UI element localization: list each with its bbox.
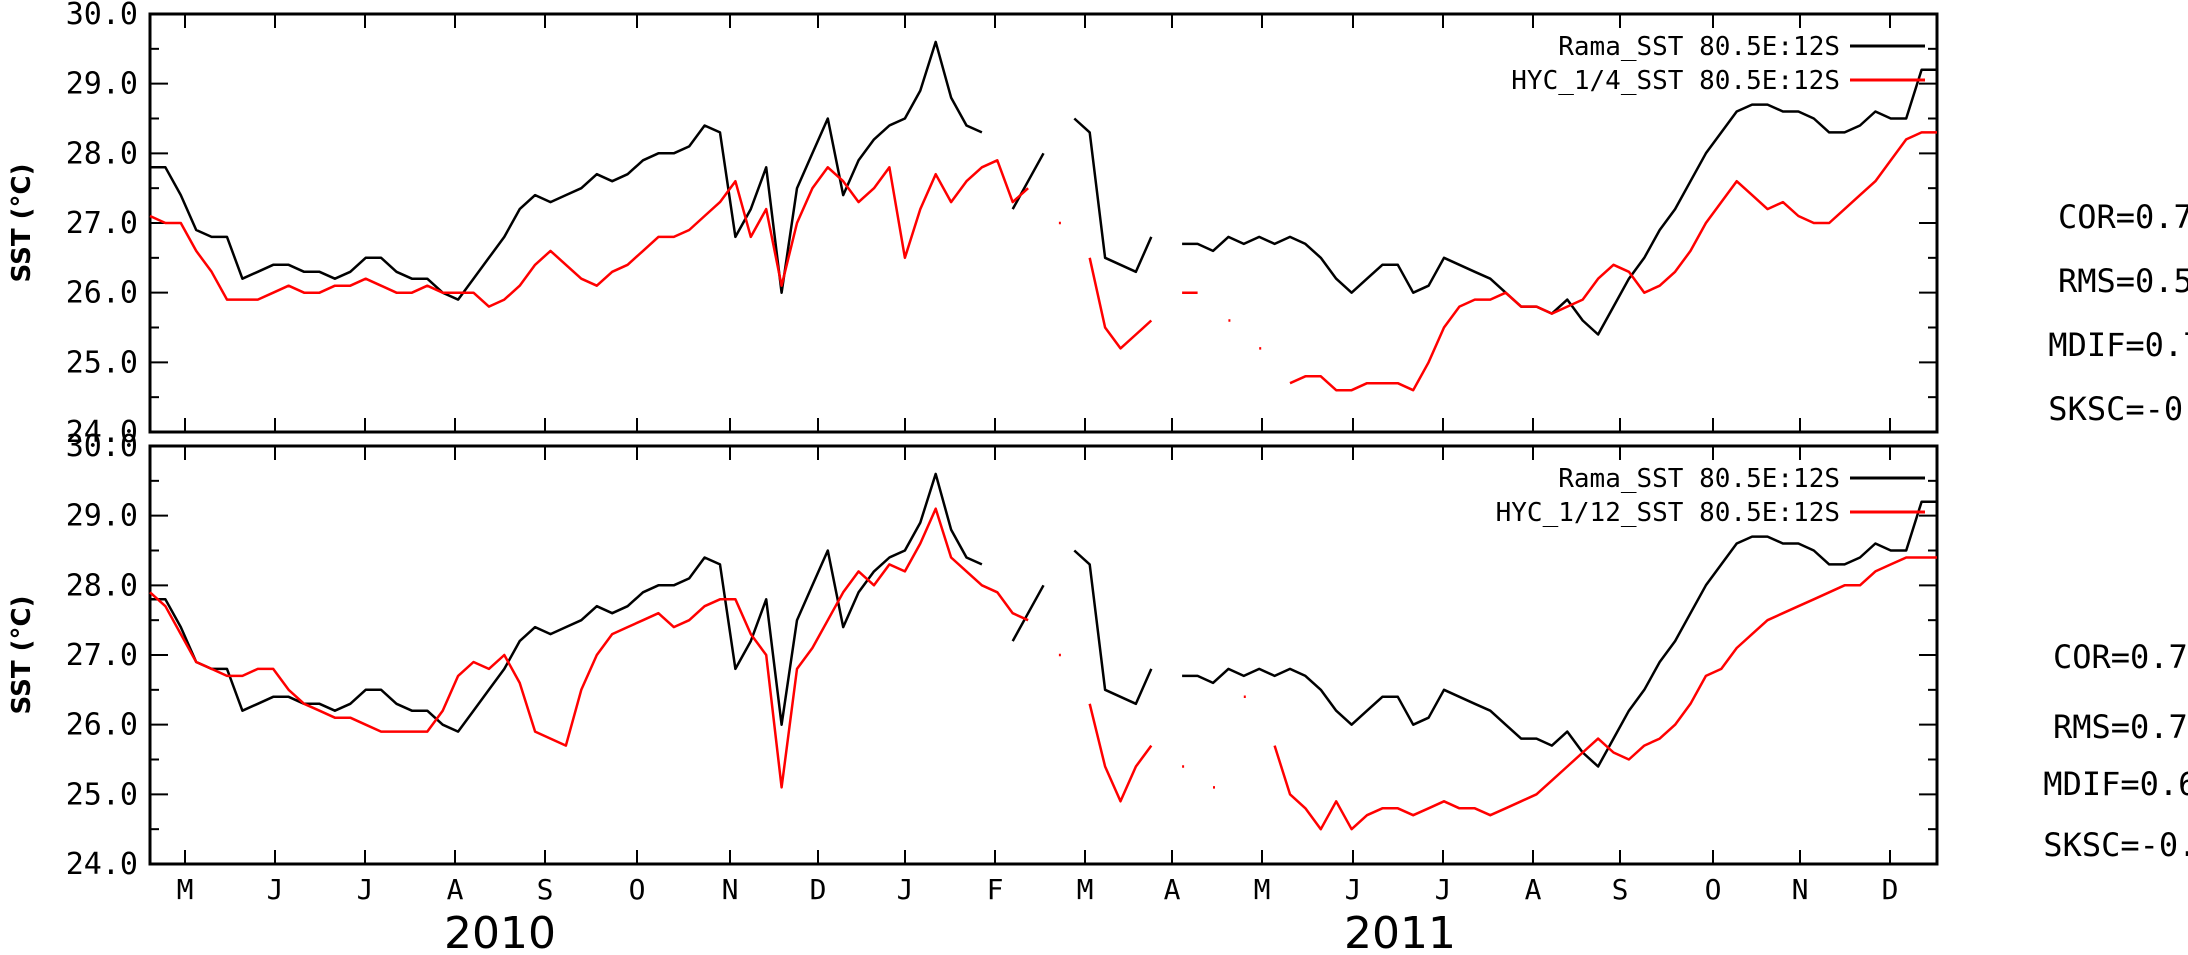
- x-month-label: O: [629, 873, 646, 906]
- x-month-label: M: [1254, 873, 1271, 906]
- y-tick-label: 27.0: [66, 638, 138, 673]
- series-line-hycom: [149, 507, 1937, 831]
- y-tick-label: 27.0: [66, 206, 138, 241]
- stat-annotation: SKSC=-0.1: [2043, 826, 2188, 864]
- x-month-label: S: [537, 873, 554, 906]
- x-month-label: J: [267, 873, 284, 906]
- legend-label: Rama_SST 80.5E:12S: [1558, 464, 1840, 494]
- stat-annotation: MDIF=0.64: [2043, 765, 2188, 803]
- x-month-label: D: [810, 873, 827, 906]
- stat-annotation: MDIF=0.76: [2048, 326, 2188, 364]
- y-tick-label: 30.0: [66, 0, 138, 32]
- series-line-rama: [150, 472, 1937, 768]
- y-axis-label: SST (°C): [7, 596, 37, 715]
- shared-x-axis: M J J A S O N D J F M A M J J A S O N D 2010 2011: [177, 873, 1899, 955]
- x-month-label: J: [357, 873, 374, 906]
- legend-label: Rama_SST 80.5E:12S: [1558, 32, 1840, 62]
- x-month-label: J: [1345, 873, 1362, 906]
- y-tick-label: 25.0: [66, 777, 138, 812]
- x-month-label: J: [1435, 873, 1452, 906]
- y-tick-label: 28.0: [66, 136, 138, 171]
- stat-annotation: COR=0.74: [2053, 638, 2188, 676]
- bottom-panel: 24.0 25.0 26.0 27.0 28.0 29.0 30.0 SST (°C) Rama…: [7, 429, 2188, 882]
- y-tick-label: 29.0: [66, 67, 138, 102]
- stat-annotation: SKSC=-0.0: [2048, 390, 2188, 428]
- x-month-label: O: [1705, 873, 1722, 906]
- y-tick-label: 25.0: [66, 345, 138, 380]
- y-tick-label: 24.0: [66, 847, 138, 882]
- x-year-label: 2011: [1344, 908, 1456, 955]
- legend-label: HYC_1/4_SST 80.5E:12S: [1511, 66, 1840, 96]
- x-month-label: F: [987, 873, 1004, 906]
- series-line-hycom: [149, 131, 1937, 392]
- x-month-label: A: [447, 873, 464, 906]
- y-tick-label: 24.0: [66, 415, 138, 450]
- y-tick-label: 30.0: [66, 429, 138, 464]
- legend-label: HYC_1/12_SST 80.5E:12S: [1496, 498, 1840, 528]
- x-month-label: N: [1792, 873, 1809, 906]
- y-tick-label: 28.0: [66, 568, 138, 603]
- x-month-label: S: [1612, 873, 1629, 906]
- x-month-label: N: [722, 873, 739, 906]
- x-month-label: A: [1164, 873, 1181, 906]
- top-panel: 24.0 25.0 26.0 27.0 28.0 29.0 30.0 SST (°C) Rama…: [7, 0, 2188, 450]
- stat-annotation: COR=0.79: [2058, 198, 2188, 236]
- x-month-label: D: [1882, 873, 1899, 906]
- x-month-label: M: [177, 873, 194, 906]
- y-tick-label: 29.0: [66, 499, 138, 534]
- y-tick-label: 26.0: [66, 276, 138, 311]
- x-year-label: 2010: [444, 908, 556, 955]
- series-line-rama: [150, 40, 1937, 336]
- x-month-label: M: [1077, 873, 1094, 906]
- x-month-label: J: [897, 873, 914, 906]
- x-month-label: A: [1525, 873, 1542, 906]
- y-axis-label: SST (°C): [7, 164, 37, 283]
- stat-annotation: RMS=0.57: [2058, 262, 2188, 300]
- y-tick-label: 26.0: [66, 708, 138, 743]
- stat-annotation: RMS=0.73: [2053, 708, 2188, 746]
